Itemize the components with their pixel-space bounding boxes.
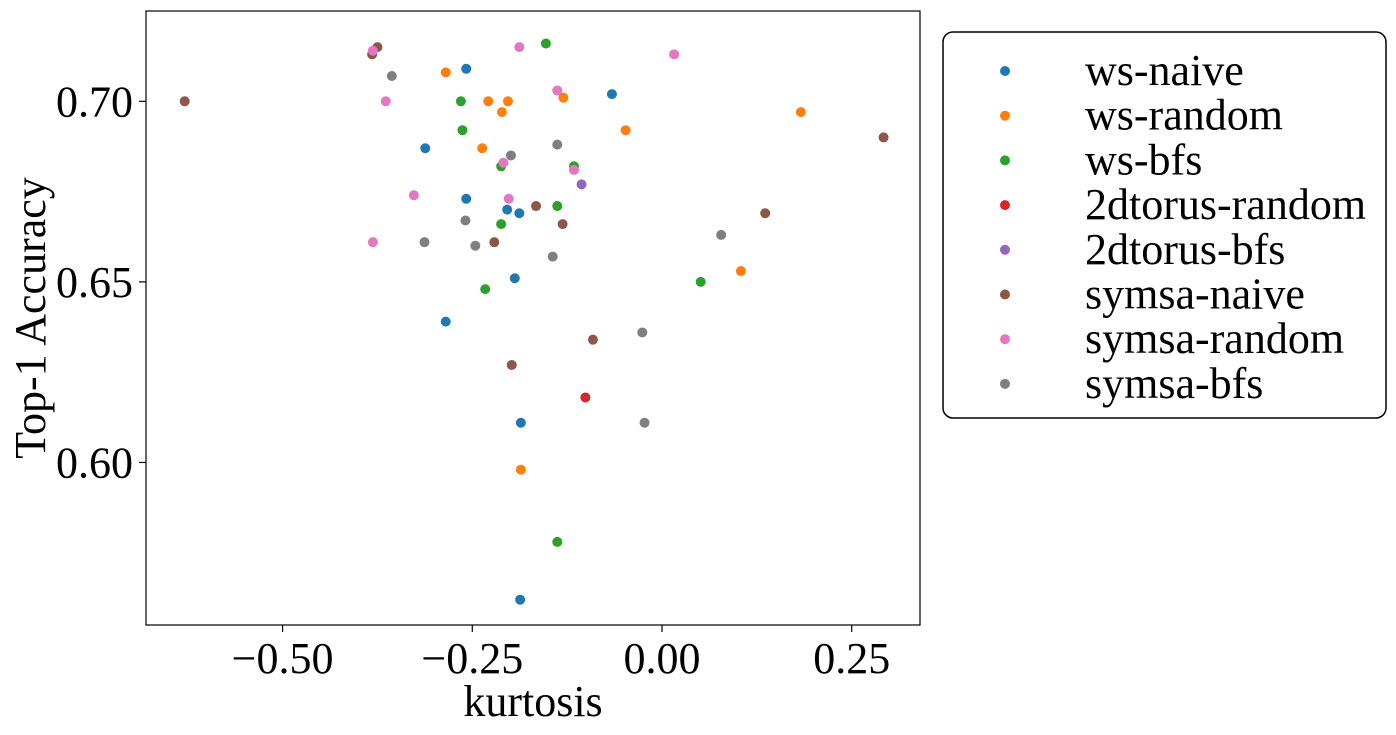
point-ws-bfs — [540, 38, 551, 49]
point-ws-bfs — [480, 284, 491, 295]
legend-label-2dtorus-random: 2dtorus-random — [1085, 180, 1366, 229]
x-tick-label: 0.00 — [624, 634, 701, 683]
point-ws-naive — [514, 208, 525, 219]
point-ws-random — [477, 143, 488, 154]
y-axis-label: Top-1 Accuracy — [6, 177, 55, 459]
point-symsa-bfs — [547, 251, 558, 262]
point-ws-naive — [509, 273, 520, 284]
point-ws-naive — [515, 594, 526, 605]
point-ws-random — [502, 96, 513, 107]
point-symsa-bfs — [505, 150, 516, 161]
y-tick-label: 0.65 — [56, 258, 133, 307]
point-symsa-naive — [760, 208, 771, 219]
x-axis-label: kurtosis — [463, 677, 602, 726]
point-symsa-bfs — [470, 240, 481, 251]
legend-marker-symsa-naive — [1000, 289, 1010, 300]
point-ws-naive — [515, 417, 526, 428]
point-2dtorus-random — [580, 392, 591, 403]
legend-marker-ws-random — [1000, 110, 1010, 121]
point-ws-bfs — [695, 276, 706, 287]
legend-label-symsa-naive: symsa-naive — [1085, 270, 1305, 319]
point-ws-bfs — [552, 201, 563, 212]
y-axis-ticks: 0.60 0.65 0.70 — [56, 77, 146, 487]
legend-marker-2dtorus-random — [1000, 200, 1010, 211]
point-symsa-random — [552, 85, 563, 96]
point-symsa-bfs — [716, 229, 727, 240]
point-ws-random — [515, 464, 526, 475]
point-ws-naive — [420, 143, 431, 154]
point-symsa-random — [408, 190, 419, 201]
point-symsa-bfs — [639, 417, 650, 428]
point-symsa-random — [514, 42, 525, 53]
point-symsa-naive — [587, 334, 598, 345]
point-ws-bfs — [552, 536, 563, 547]
legend-label-ws-random: ws-random — [1085, 91, 1283, 140]
point-symsa-naive — [878, 132, 889, 143]
point-ws-random — [558, 92, 569, 103]
point-ws-bfs — [496, 219, 507, 230]
point-symsa-naive — [179, 96, 190, 107]
point-ws-random — [440, 67, 451, 78]
point-symsa-bfs — [637, 327, 648, 338]
legend-label-2dtorus-bfs: 2dtorus-bfs — [1085, 225, 1285, 274]
point-symsa-bfs — [386, 71, 397, 82]
point-ws-naive — [502, 204, 513, 215]
data-points — [179, 38, 889, 605]
legend: ws-naivews-randomws-bfs2dtorus-random2dt… — [942, 31, 1387, 419]
legend-label-symsa-random: symsa-random — [1085, 314, 1344, 363]
point-symsa-random — [367, 237, 378, 248]
x-tick-label: −0.25 — [421, 634, 523, 683]
point-symsa-bfs — [552, 139, 563, 150]
point-symsa-naive — [489, 237, 500, 248]
point-symsa-naive — [557, 219, 568, 230]
legend-frame — [942, 31, 1387, 419]
point-ws-random — [795, 107, 806, 118]
point-ws-random — [735, 266, 746, 277]
point-symsa-random — [568, 164, 579, 175]
point-ws-naive — [606, 89, 617, 100]
legend-marker-ws-naive — [1000, 66, 1010, 76]
point-symsa-random — [498, 157, 509, 168]
x-tick-label: 0.25 — [813, 634, 890, 683]
legend-marker-2dtorus-bfs — [1000, 244, 1010, 255]
point-symsa-random — [503, 193, 514, 204]
legend-label-symsa-bfs: symsa-bfs — [1085, 359, 1263, 408]
point-ws-bfs — [455, 96, 466, 107]
plot-area — [145, 10, 921, 626]
legend-label-ws-bfs: ws-bfs — [1085, 135, 1202, 184]
point-ws-bfs — [457, 125, 468, 136]
point-symsa-naive — [506, 359, 517, 370]
point-ws-random — [620, 125, 631, 136]
point-symsa-naive — [531, 201, 542, 212]
point-symsa-bfs — [419, 237, 430, 248]
point-ws-random — [483, 96, 494, 107]
legend-marker-ws-bfs — [1000, 155, 1010, 166]
y-tick-label: 0.70 — [56, 77, 133, 126]
legend-marker-symsa-random — [1000, 334, 1010, 345]
point-symsa-bfs — [460, 215, 471, 226]
legend-marker-symsa-bfs — [1000, 378, 1010, 389]
point-2dtorus-bfs — [576, 179, 587, 190]
y-tick-label: 0.60 — [56, 438, 133, 487]
legend-label-ws-naive: ws-naive — [1085, 46, 1244, 95]
point-symsa-random — [669, 49, 680, 60]
x-tick-label: −0.50 — [232, 634, 334, 683]
point-ws-naive — [440, 316, 451, 327]
point-symsa-random — [367, 45, 378, 56]
x-axis-ticks: −0.50 −0.25 0.00 0.25 — [232, 625, 890, 683]
point-ws-naive — [461, 63, 472, 74]
point-symsa-random — [380, 96, 391, 107]
point-ws-random — [496, 107, 507, 118]
point-ws-naive — [461, 193, 472, 204]
